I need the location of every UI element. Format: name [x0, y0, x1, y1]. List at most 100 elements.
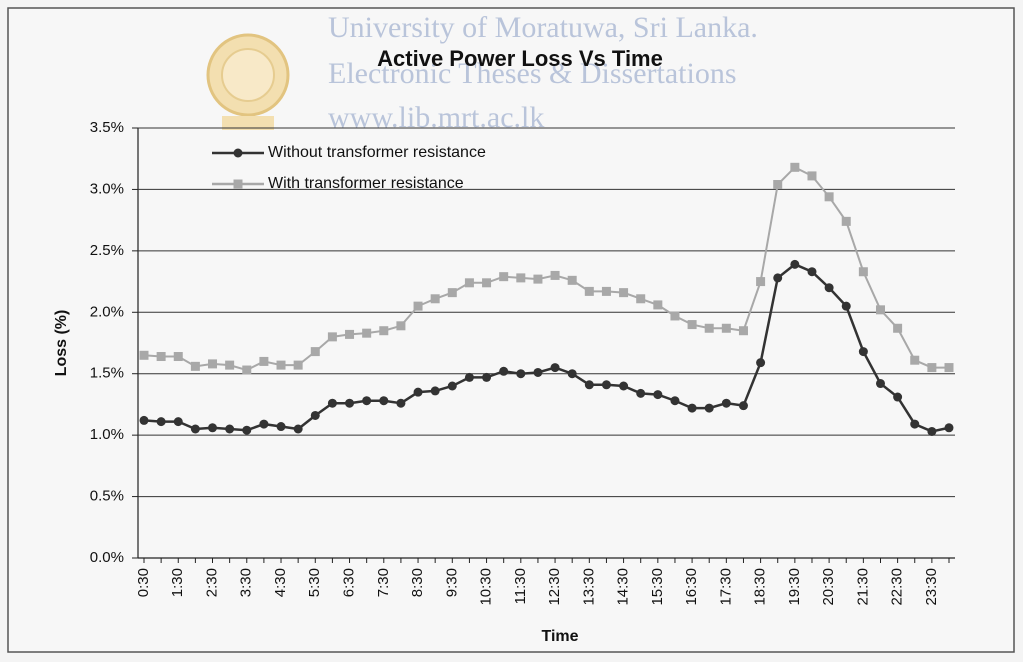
y-tick-label: 0.5% [90, 488, 124, 505]
x-tick-label: 15:30 [649, 568, 666, 606]
x-tick-label: 3:30 [238, 568, 255, 597]
y-tick-label: 1.0% [90, 426, 124, 443]
marker [225, 424, 235, 434]
marker [875, 305, 885, 315]
marker [619, 381, 629, 391]
marker [704, 403, 714, 413]
marker [687, 320, 697, 330]
marker [704, 323, 714, 333]
marker [756, 358, 766, 368]
legend-label: With transformer resistance [268, 175, 464, 192]
marker [790, 259, 800, 269]
marker [345, 329, 355, 339]
marker [824, 192, 834, 202]
marker [858, 267, 868, 277]
marker [379, 326, 389, 336]
x-tick-label: 16:30 [683, 568, 700, 606]
marker [464, 372, 474, 382]
marker [636, 294, 646, 304]
marker [413, 387, 423, 397]
marker [824, 283, 834, 293]
marker [379, 396, 389, 406]
marker [653, 390, 663, 400]
x-tick-label: 4:30 [272, 568, 289, 597]
watermark: www.lib.mrt.ac.lk [328, 101, 544, 134]
marker [430, 294, 440, 304]
marker [893, 392, 903, 402]
marker [670, 396, 680, 406]
marker [345, 398, 355, 408]
marker [173, 417, 183, 427]
y-axis-label: Loss (%) [53, 310, 70, 377]
marker [944, 363, 954, 373]
marker [259, 356, 269, 366]
y-tick-label: 2.0% [90, 303, 124, 320]
marker [807, 171, 817, 181]
marker [841, 216, 851, 226]
marker [721, 323, 731, 333]
marker [482, 278, 492, 288]
marker [687, 403, 697, 413]
marker [738, 326, 748, 336]
marker [464, 278, 474, 288]
x-tick-label: 8:30 [409, 568, 426, 597]
marker [619, 288, 629, 298]
marker [893, 323, 903, 333]
logo [206, 33, 290, 130]
marker [276, 422, 286, 432]
x-tick-label: 1:30 [169, 568, 186, 597]
marker [567, 369, 577, 379]
marker [584, 380, 594, 390]
x-tick-label: 11:30 [512, 568, 529, 604]
marker [533, 367, 543, 377]
x-tick-label: 9:30 [443, 568, 460, 597]
watermark: University of Moratuwa, Sri Lanka. [328, 11, 758, 44]
marker [601, 380, 611, 390]
marker [482, 372, 492, 382]
marker [499, 272, 509, 282]
marker [550, 363, 560, 373]
chart-title: Active Power Loss Vs Time [377, 46, 663, 71]
marker [447, 381, 457, 391]
marker [139, 415, 149, 425]
x-tick-label: 12:30 [546, 568, 563, 606]
marker [293, 360, 303, 370]
marker [396, 398, 406, 408]
marker [310, 410, 320, 420]
marker [499, 366, 509, 376]
marker [910, 419, 920, 429]
marker [533, 274, 543, 284]
marker [327, 398, 337, 408]
x-tick-label: 22:30 [889, 568, 906, 606]
x-tick-label: 21:30 [854, 568, 871, 606]
watermark: Electronic Theses & Dissertations [328, 57, 737, 90]
chart-frame [7, 7, 1015, 653]
marker [756, 277, 766, 287]
x-tick-label: 17:30 [717, 568, 734, 606]
y-tick-label: 1.5% [90, 365, 124, 382]
marker [173, 352, 183, 362]
x-tick-label: 2:30 [203, 568, 220, 597]
x-tick-label: 7:30 [375, 568, 392, 597]
marker [327, 332, 337, 342]
x-tick-label: 6:30 [341, 568, 358, 597]
marker [516, 273, 526, 283]
marker [927, 426, 937, 436]
marker [208, 359, 218, 369]
x-tick-label: 0:30 [135, 568, 152, 597]
x-axis-label: Time [541, 628, 578, 645]
marker [841, 301, 851, 311]
marker [276, 360, 286, 370]
x-tick-label: 13:30 [580, 568, 597, 606]
legend-marker [233, 179, 243, 189]
marker [910, 355, 920, 365]
y-tick-label: 2.5% [90, 242, 124, 259]
marker [310, 347, 320, 357]
marker [242, 425, 252, 435]
marker [636, 388, 646, 398]
marker [653, 300, 663, 310]
y-tick-label: 3.5% [90, 119, 124, 136]
marker [875, 379, 885, 389]
x-tick-label: 14:30 [615, 568, 632, 606]
